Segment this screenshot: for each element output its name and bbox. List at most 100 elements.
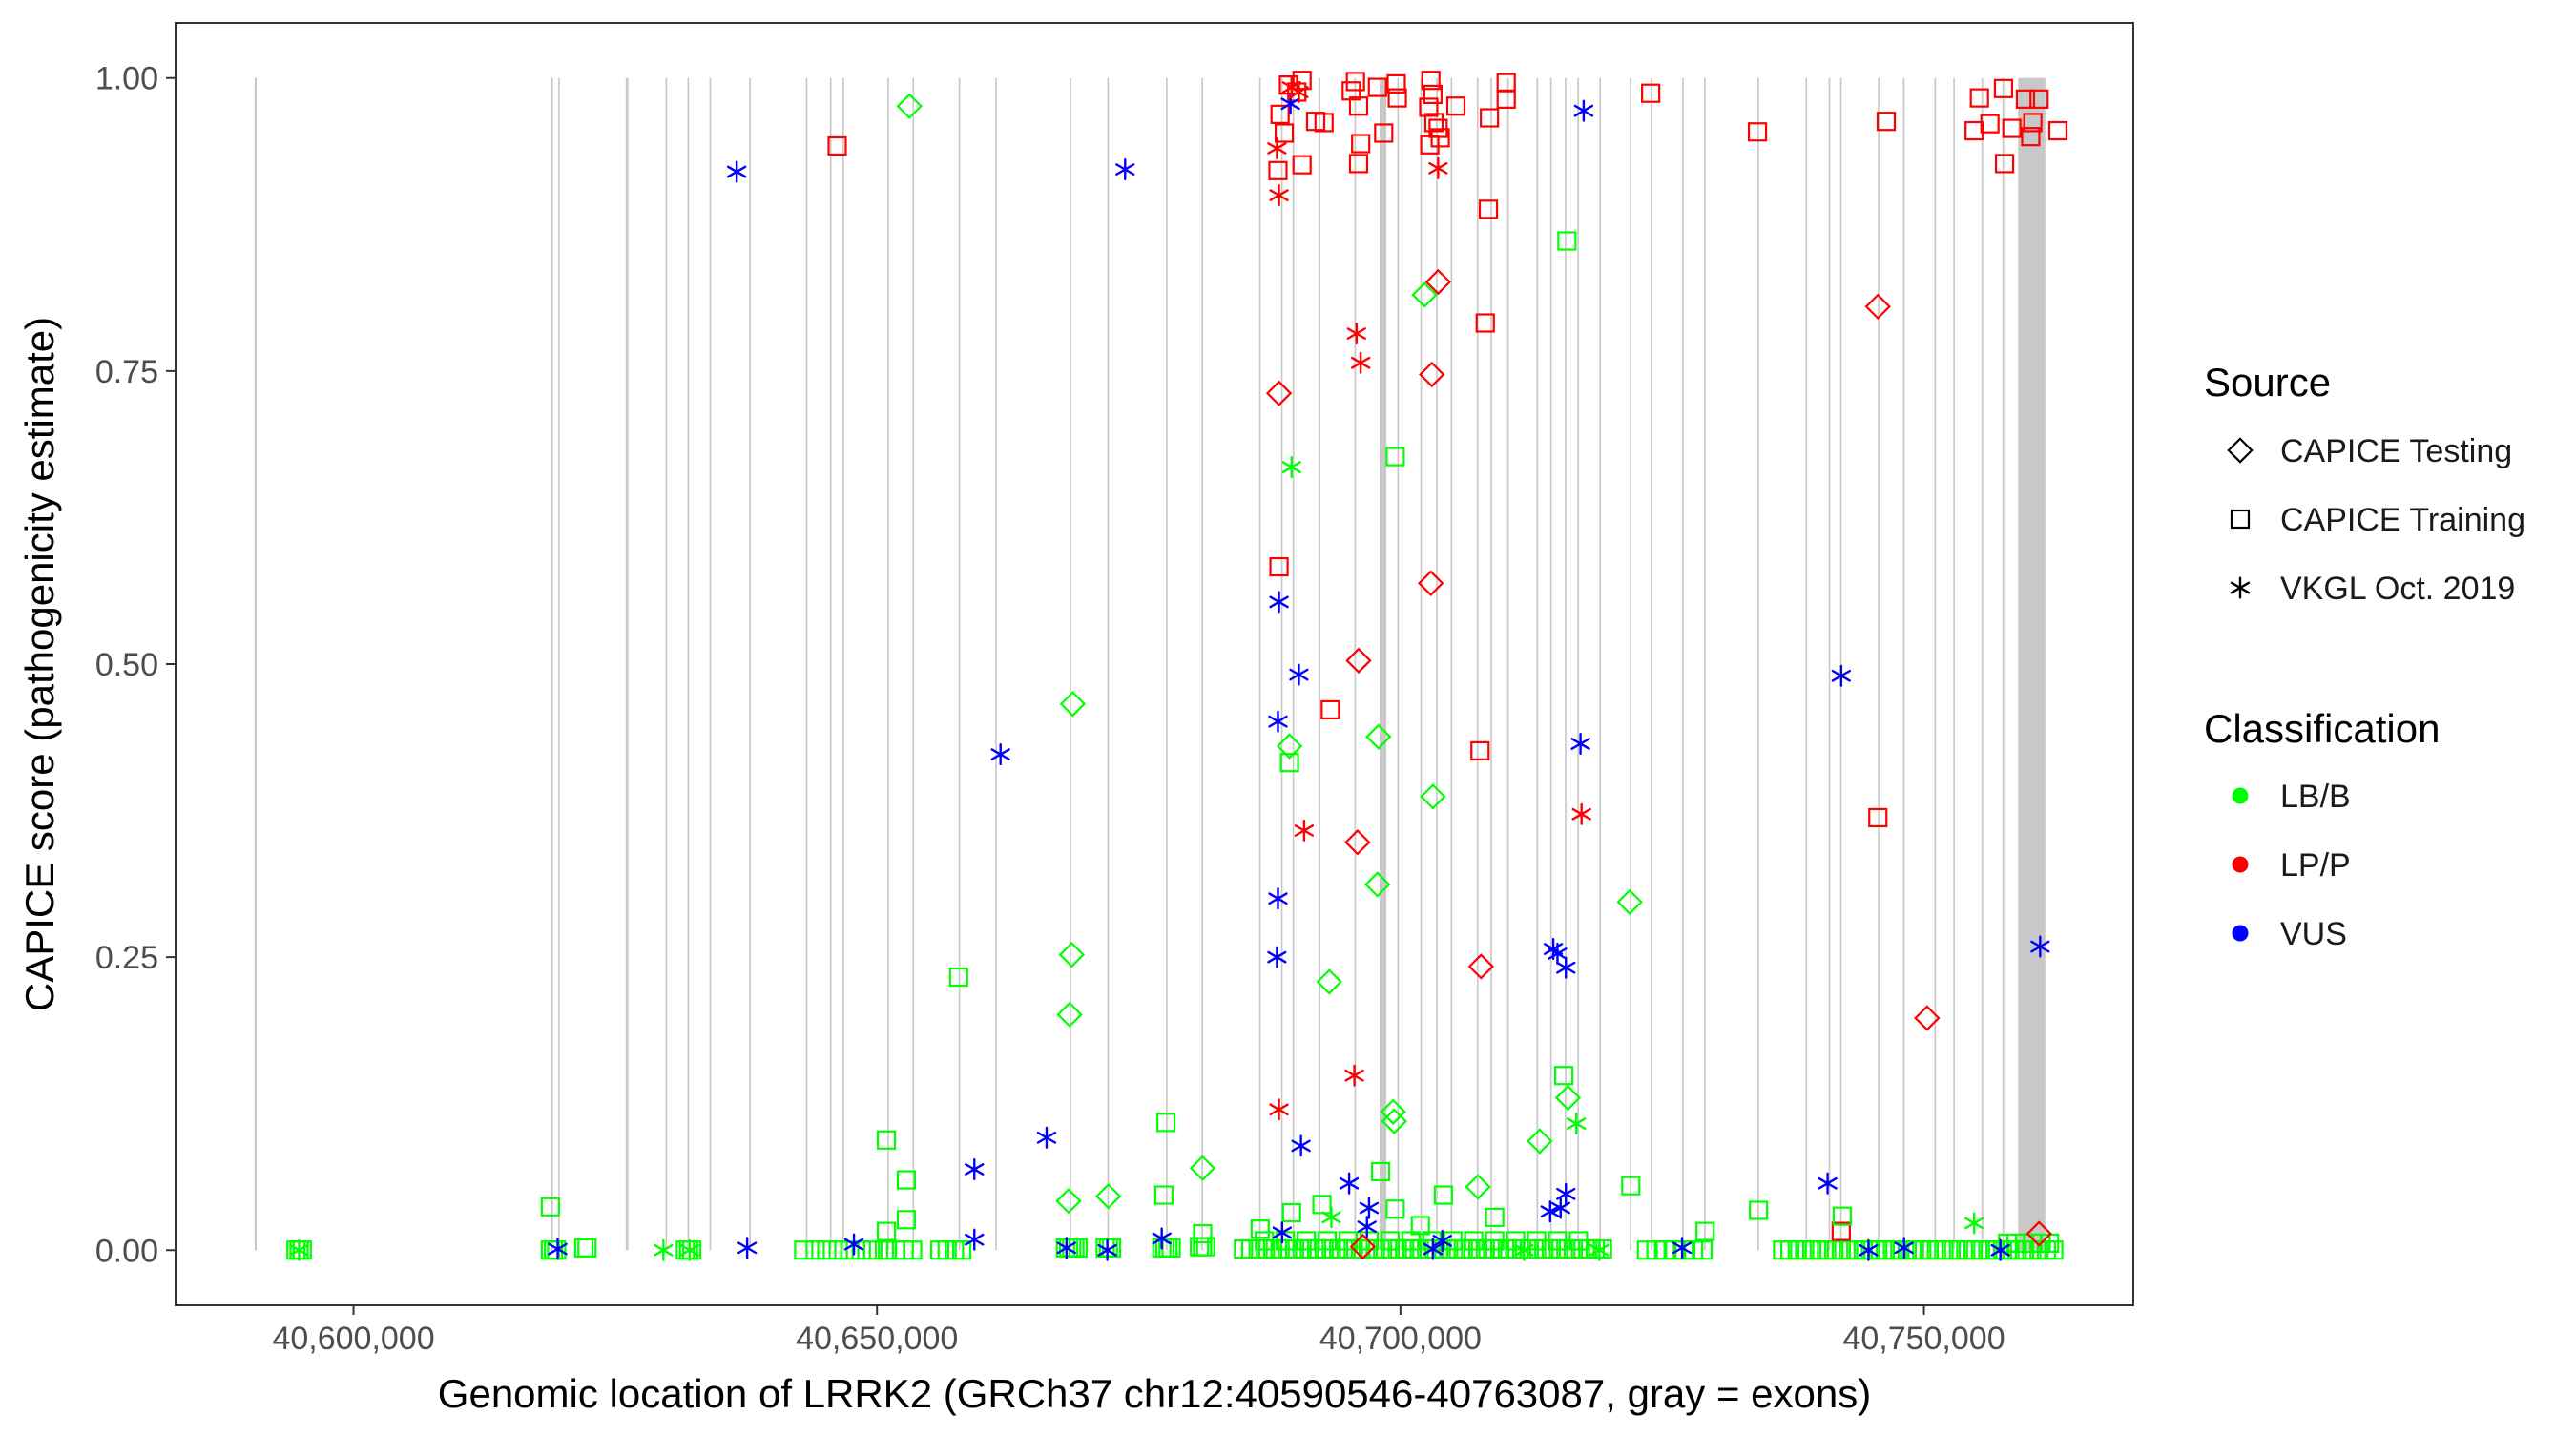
data-point xyxy=(828,1240,848,1260)
data-point xyxy=(1316,968,1342,995)
exon-band xyxy=(1107,77,1110,1251)
data-point xyxy=(1465,1174,1491,1200)
data-point xyxy=(1993,78,2014,98)
data-point xyxy=(1749,1200,1769,1220)
data-point xyxy=(1268,887,1288,910)
exon-band xyxy=(995,77,997,1251)
data-point xyxy=(1548,942,1568,965)
legend-source: Source CAPICE Testing CAPICE Training VKGL… xyxy=(2204,360,2525,607)
x-tick-label: 40,650,000 xyxy=(796,1321,958,1357)
data-point xyxy=(1428,156,1448,179)
data-point xyxy=(1314,113,1334,133)
data-point xyxy=(896,1210,917,1230)
legend-source-label: VKGL Oct. 2019 xyxy=(2280,571,2515,607)
data-point xyxy=(1268,710,1288,733)
data-point xyxy=(1276,1231,1296,1251)
data-point xyxy=(1430,128,1450,148)
data-point xyxy=(1964,1212,1984,1235)
x-axis-title: Genomic location of LRRK2 (GRCh37 chr12:… xyxy=(438,1371,1871,1416)
data-point xyxy=(1380,1231,1400,1251)
data-point xyxy=(965,1157,985,1181)
exon-band xyxy=(1577,77,1579,1251)
data-point xyxy=(1351,134,1371,154)
data-point xyxy=(1153,1185,1174,1205)
exon-band xyxy=(1839,77,1842,1251)
legend-key-square xyxy=(2230,509,2251,530)
exon-band xyxy=(1953,77,1955,1251)
data-point xyxy=(1421,71,1441,91)
exon-band xyxy=(1565,77,1567,1251)
exon-band xyxy=(2018,77,2046,1251)
data-point xyxy=(2015,89,2036,109)
data-point xyxy=(548,1238,568,1260)
data-point xyxy=(2047,120,2068,141)
data-point xyxy=(1540,1200,1560,1223)
exon-band xyxy=(625,77,629,1251)
data-point xyxy=(2030,935,2050,958)
exon-band xyxy=(551,77,553,1251)
data-point xyxy=(965,1228,985,1251)
data-point xyxy=(1994,154,2015,174)
data-point xyxy=(1433,1185,1453,1205)
data-point xyxy=(1485,1231,1505,1251)
y-axis-title: CAPICE score (pathogenicity estimate) xyxy=(17,317,62,1011)
data-point xyxy=(948,967,968,988)
data-point xyxy=(1367,77,1387,97)
data-point xyxy=(1589,1238,1610,1261)
data-point xyxy=(1548,1231,1568,1251)
exon-band xyxy=(1490,77,1492,1251)
exon-band xyxy=(1379,77,1387,1251)
data-point xyxy=(1036,1126,1057,1149)
data-point xyxy=(2029,89,2049,109)
x-tick-label: 40,700,000 xyxy=(1319,1321,1482,1357)
legend-classification-title: Classification xyxy=(2204,706,2440,751)
data-point xyxy=(1291,1134,1311,1157)
data-point xyxy=(1423,113,1444,133)
data-point xyxy=(1592,1238,1612,1259)
legend-classification-label: LP/P xyxy=(2280,847,2351,884)
data-point xyxy=(1265,380,1293,406)
exon-band xyxy=(1319,77,1320,1251)
exon-band xyxy=(1981,77,1984,1251)
data-point xyxy=(1068,1238,1088,1258)
data-point xyxy=(1571,802,1591,825)
y-tick-label: 0.50 xyxy=(95,647,158,683)
exon-band xyxy=(2002,77,2005,1251)
data-point xyxy=(737,1237,758,1259)
data-point xyxy=(1095,1183,1122,1210)
data-point xyxy=(1859,1238,1879,1261)
exon-band xyxy=(1704,77,1706,1251)
data-point xyxy=(1344,829,1371,856)
exon-band xyxy=(1070,77,1071,1251)
data-point xyxy=(2002,118,2022,138)
exon-band xyxy=(829,77,832,1251)
exon-band xyxy=(1166,77,1168,1251)
data-point xyxy=(1349,1233,1377,1260)
exon-band xyxy=(1420,77,1423,1251)
data-point xyxy=(1351,351,1371,374)
data-point xyxy=(1868,807,1888,828)
exon-band xyxy=(1476,77,1479,1251)
data-point xyxy=(805,1240,825,1260)
data-point xyxy=(1365,723,1392,750)
data-point xyxy=(1115,158,1135,181)
data-point xyxy=(1470,740,1490,761)
data-point xyxy=(1269,591,1289,614)
data-point xyxy=(1380,1098,1406,1125)
legend-classification-label: LB/B xyxy=(2280,779,2351,815)
data-point xyxy=(1514,1238,1534,1261)
data-point xyxy=(1419,97,1439,117)
data-point xyxy=(1059,691,1087,718)
data-point xyxy=(1417,570,1444,596)
legend-classification: Classification LB/B LP/P VUS xyxy=(2204,706,2440,952)
data-point xyxy=(1423,84,1443,105)
data-point xyxy=(1485,1207,1505,1227)
legend-key-diamond xyxy=(2227,437,2254,464)
exon-band xyxy=(254,77,258,1251)
data-point xyxy=(1420,783,1446,810)
legend-key-asterisk xyxy=(2230,576,2251,599)
data-point xyxy=(1346,323,1366,345)
data-point xyxy=(1193,1223,1213,1244)
data-point xyxy=(862,1240,883,1260)
